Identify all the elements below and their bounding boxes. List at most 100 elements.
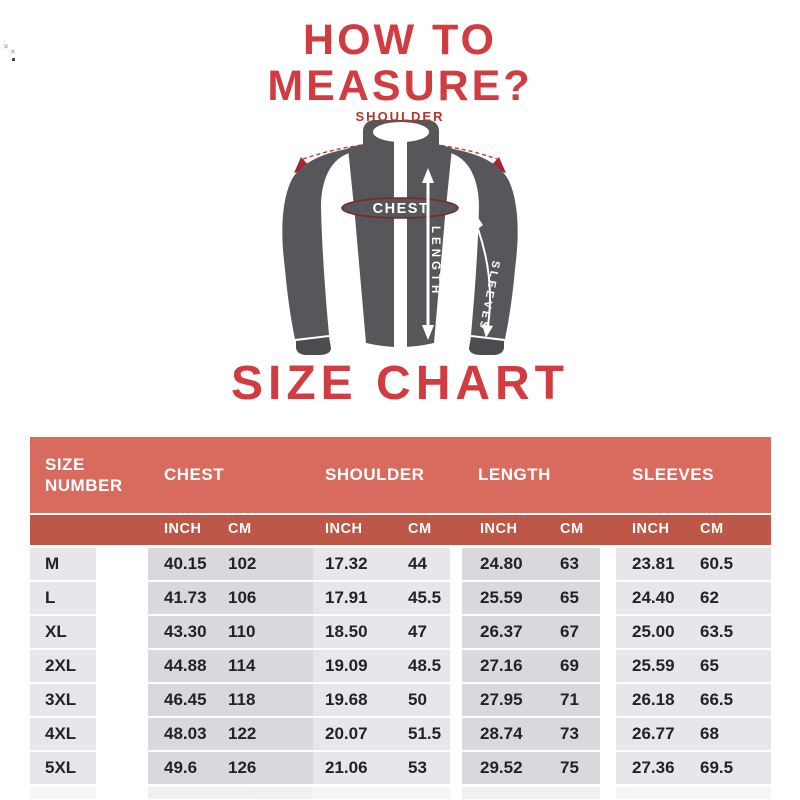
cell-length-inch: 25.59 [480, 588, 523, 607]
length-label: LENGTH [429, 226, 441, 298]
table-row: 2XL 44.88 114 19.09 48.5 27.16 69 25.59 … [30, 650, 771, 682]
cell-length-cm: 63 [560, 554, 579, 573]
jacket-left-cuff [296, 337, 331, 355]
cell-sleeves-inch: 26.18 [632, 690, 675, 709]
cell-length-cm: 73 [560, 724, 579, 743]
cell-length-inch: 28.74 [480, 724, 523, 743]
cell-chest-cm: 118 [228, 690, 256, 709]
unit-shoulder-cm: CM [408, 521, 432, 537]
cell-shoulder-inch: 17.91 [325, 588, 368, 607]
cell-length-cm: 69 [560, 656, 579, 675]
cell-sleeves-inch: 25.00 [632, 622, 675, 641]
table-row: 3XL 46.45 118 19.68 50 27.95 71 26.18 66… [30, 684, 771, 716]
unit-sleeves-inch: INCH [632, 521, 670, 537]
cell-chest-cm: 114 [228, 656, 256, 675]
cell-chest-inch: 48.03 [164, 724, 207, 743]
stripe-length [462, 752, 600, 784]
cell-chest-cm: 106 [228, 588, 257, 607]
cell-chest-inch: 43.30 [164, 622, 207, 641]
cell-chest-inch: 41.73 [164, 588, 207, 607]
stripe-sleeves [616, 582, 771, 614]
stripe-size [30, 616, 96, 648]
stripe-size [30, 650, 96, 682]
chest-label: CHEST [372, 201, 430, 217]
unit-chest-cm: CM [228, 521, 252, 537]
sleeves-arrowhead-bottom [482, 324, 493, 338]
jacket-illustration [282, 120, 518, 355]
stripe-chest [148, 548, 313, 580]
stripe-size [30, 684, 96, 716]
stripe-shoulder [313, 718, 450, 750]
title-line-2: MEASURE? [267, 61, 533, 110]
cell-sleeves-cm: 68 [700, 724, 719, 743]
table-group-header: SIZE NUMBER CHEST SHOULDER LENGTH SLEEVE… [30, 437, 771, 513]
cell-size: 5XL [45, 758, 77, 777]
stripe-size [30, 752, 96, 784]
header-length: LENGTH [478, 465, 551, 484]
cell-sleeves-cm: 63.5 [700, 622, 734, 641]
cell-chest-cm: 110 [228, 622, 256, 641]
stripe-shoulder [313, 548, 450, 580]
stripe-chest [148, 718, 313, 750]
measurement-diagram: SHOULDER CHEST LENGTH SLEEVES [0, 105, 800, 370]
cell-chest-cm: 126 [228, 758, 257, 777]
cell-length-inch: 26.37 [480, 622, 523, 641]
cell-shoulder-inch: 20.07 [325, 724, 368, 743]
size-chart-heading: SIZE CHART [231, 357, 569, 410]
stripe-chest [148, 650, 313, 682]
jacket-left-sleeve [282, 148, 353, 339]
zipper-stripe [394, 141, 407, 349]
stripe-shoulder [313, 684, 450, 716]
table-unit-header: INCH CM INCH CM INCH CM INCH CM [30, 515, 771, 545]
cell-sleeves-inch: 24.40 [632, 588, 675, 607]
stripe-shoulder [313, 650, 450, 682]
cell-sleeves-cm: 62 [700, 588, 719, 607]
cell-shoulder-inch: 17.32 [325, 554, 368, 573]
cell-chest-cm: 122 [228, 724, 257, 743]
cell-shoulder-cm: 48.5 [408, 656, 442, 675]
stripe-length [462, 616, 600, 648]
cell-size: M [45, 554, 60, 573]
stripe-chest [148, 582, 313, 614]
header-shoulder: SHOULDER [325, 465, 425, 484]
stripe-shoulder [313, 582, 450, 614]
cell-length-cm: 71 [560, 690, 579, 709]
cell-chest-cm: 102 [228, 554, 257, 573]
stripe-chest [148, 752, 313, 784]
cell-shoulder-cm: 45.5 [408, 588, 442, 607]
table-row: M 40.15 102 17.32 44 24.80 63 23.81 60.5 [30, 548, 771, 580]
cell-length-cm: 75 [560, 758, 579, 777]
cell-sleeves-inch: 25.59 [632, 656, 675, 675]
stripe-sleeves [616, 718, 771, 750]
cell-shoulder-inch: 18.50 [325, 622, 368, 641]
page-title: HOW TO MEASURE? [0, 17, 800, 110]
header-sleeves: SLEEVES [632, 465, 714, 484]
cell-sleeves-inch: 27.36 [632, 758, 675, 777]
cell-size: 3XL [45, 690, 77, 709]
unit-chest-inch: INCH [164, 521, 202, 537]
cell-sleeves-inch: 23.81 [632, 554, 675, 573]
cell-shoulder-cm: 50 [408, 690, 427, 709]
cell-sleeves-cm: 69.5 [700, 758, 734, 777]
cell-size: XL [45, 622, 67, 641]
cropped-row-remnant [30, 787, 771, 799]
cell-size: L [45, 588, 56, 607]
header-chest: CHEST [164, 465, 225, 484]
stripe-size [30, 582, 96, 614]
stripe-length [462, 650, 600, 682]
cell-sleeves-inch: 26.77 [632, 724, 675, 743]
cell-shoulder-cm: 51.5 [408, 724, 442, 743]
stripe-sleeves [616, 616, 771, 648]
cell-sleeves-cm: 66.5 [700, 690, 734, 709]
unit-length-inch: INCH [480, 521, 518, 537]
cell-chest-inch: 46.45 [164, 690, 207, 709]
edge-artifact-mark: ✕ [10, 49, 16, 56]
stripe-size [30, 548, 96, 580]
cell-length-inch: 24.80 [480, 554, 523, 573]
stripe-size [30, 718, 96, 750]
size-table: SIZE NUMBER CHEST SHOULDER LENGTH SLEEVE… [30, 437, 771, 799]
cell-chest-inch: 40.15 [164, 554, 207, 573]
cell-shoulder-inch: 21.06 [325, 758, 368, 777]
edge-artifact-mark: ✕ [3, 44, 9, 51]
header-size-number: SIZE NUMBER [45, 455, 123, 496]
